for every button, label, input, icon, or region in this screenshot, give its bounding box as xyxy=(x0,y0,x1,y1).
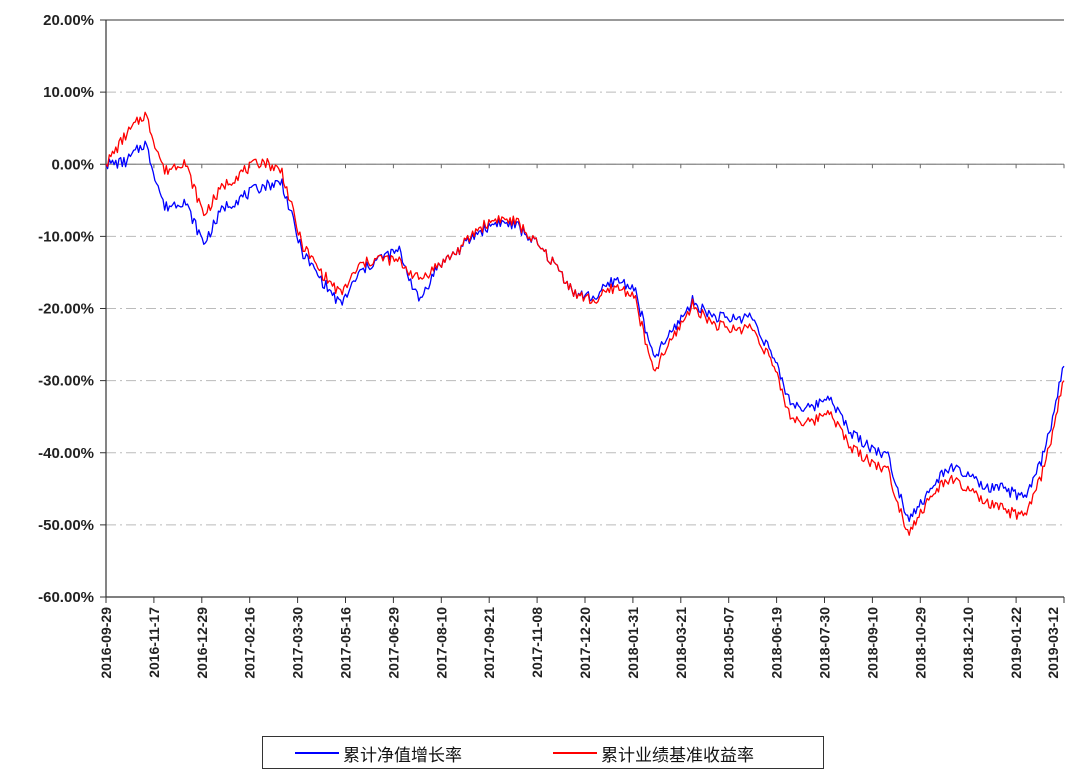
y-tick-label: -20.00% xyxy=(38,301,94,318)
x-tick-label: 2018-10-29 xyxy=(912,607,928,679)
x-tick-label: 2016-09-29 xyxy=(98,607,114,679)
x-tick-label: 2017-05-16 xyxy=(338,607,354,679)
x-tick-label: 2018-09-10 xyxy=(864,607,880,679)
x-tick-label: 2017-09-21 xyxy=(481,607,497,679)
series-line-nav xyxy=(105,140,1065,523)
legend-label-benchmark: 累计业绩基准收益率 xyxy=(601,745,754,766)
legend-swatch-blue xyxy=(295,752,339,754)
x-tick-label: 2018-01-31 xyxy=(625,607,641,679)
y-tick-label: 20.00% xyxy=(43,12,94,29)
x-tick-label: 2017-03-30 xyxy=(290,607,306,679)
x-tick-label: 2016-12-29 xyxy=(194,607,210,679)
axes xyxy=(100,19,1065,603)
x-tick-label: 2018-12-10 xyxy=(960,607,976,679)
line-chart: 20.00% 10.00% 0.00% -10.00% -20.00% -30.00% -4… xyxy=(38,12,1065,679)
legend-label-nav: 累计净值增长率 xyxy=(343,745,462,766)
x-tick-label: 2018-07-30 xyxy=(817,607,833,679)
x-tick-label: 2017-11-08 xyxy=(529,607,545,678)
legend-item-benchmark: 累计业绩基准收益率 xyxy=(553,742,754,766)
x-tick-label: 2016-11-17 xyxy=(146,607,162,678)
y-axis-labels: 20.00% 10.00% 0.00% -10.00% -20.00% -30.00% -4… xyxy=(38,12,94,606)
legend-item-nav: 累计净值增长率 xyxy=(295,742,462,766)
x-tick-label: 2017-08-10 xyxy=(433,607,449,679)
series-lines xyxy=(105,111,1065,536)
x-tick-label: 2019-03-12 xyxy=(1045,607,1061,679)
x-tick-label: 2017-12-20 xyxy=(577,607,593,679)
x-tick-label: 2018-06-19 xyxy=(769,607,785,679)
legend-swatch-red xyxy=(553,752,597,754)
y-tick-label: 0.00% xyxy=(51,156,94,173)
series-line-benchmark xyxy=(105,111,1065,536)
y-tick-label: -40.00% xyxy=(38,445,94,462)
x-tick-label: 2018-05-07 xyxy=(721,607,737,679)
x-tick-label: 2019-01-22 xyxy=(1008,607,1024,679)
y-tick-label: 10.00% xyxy=(43,84,94,101)
y-tick-label: -60.00% xyxy=(38,589,94,606)
plot-area xyxy=(106,20,1064,597)
y-tick-label: -10.00% xyxy=(38,228,94,245)
legend: 累计净值增长率 累计业绩基准收益率 xyxy=(262,736,824,769)
x-tick-label: 2018-03-21 xyxy=(673,607,689,679)
y-tick-label: -50.00% xyxy=(38,517,94,534)
y-tick-label: -30.00% xyxy=(38,373,94,390)
x-tick-label: 2017-02-16 xyxy=(242,607,258,679)
x-axis-labels: 2016-09-29 2016-11-17 2016-12-29 2017-02-16… xyxy=(98,607,1061,679)
x-tick-label: 2017-06-29 xyxy=(385,607,401,679)
